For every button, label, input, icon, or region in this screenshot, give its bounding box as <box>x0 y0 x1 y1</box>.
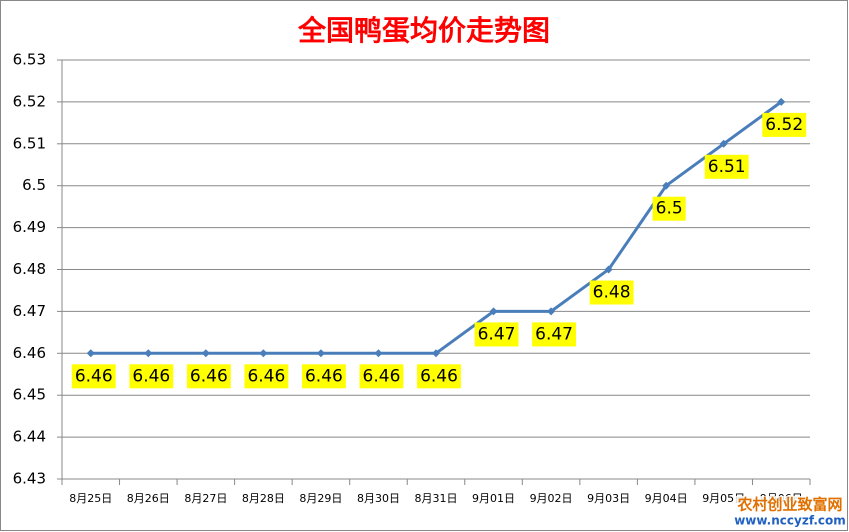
y-tick-label: 6.48 <box>13 260 46 278</box>
data-label-bg <box>704 154 749 179</box>
data-label-bg <box>474 322 519 347</box>
data-label: 6.46 <box>75 366 113 386</box>
data-label: 6.46 <box>190 366 228 386</box>
point-marker <box>432 349 440 358</box>
y-tick-label: 6.46 <box>13 344 46 362</box>
watermark-url: www.nccyzf.com <box>734 514 846 528</box>
data-label-bg <box>532 322 577 347</box>
x-tick-label: 8月27日 <box>184 492 227 505</box>
point-marker <box>719 139 728 148</box>
x-tick-label: 9月02日 <box>530 492 573 505</box>
y-tick-label: 6.52 <box>13 92 46 110</box>
point-marker <box>316 349 325 358</box>
y-tick-label: 6.5 <box>22 176 46 194</box>
data-label: 6.46 <box>305 366 343 386</box>
data-label-bg <box>129 364 174 389</box>
data-label: 6.52 <box>765 115 803 135</box>
y-tick-label: 6.51 <box>13 134 46 152</box>
x-tick-label: 8月26日 <box>127 492 170 505</box>
data-label: 6.47 <box>535 324 573 344</box>
y-tick-label: 6.47 <box>13 302 46 320</box>
y-tick-label: 6.53 <box>13 51 46 69</box>
x-tick-label: 8月31日 <box>415 492 458 505</box>
point-marker <box>201 349 210 358</box>
x-tick-label: 8月25日 <box>69 492 112 505</box>
x-tick-label: 9月03日 <box>587 492 630 505</box>
data-label-bg <box>652 196 686 221</box>
y-tick-label: 6.44 <box>13 428 46 446</box>
x-tick-label: 8月29日 <box>299 492 342 505</box>
watermark-name: 农村创业致富网 <box>736 496 842 514</box>
data-label-bg <box>244 364 289 389</box>
point-marker <box>374 349 383 358</box>
data-label: 6.48 <box>593 283 631 303</box>
x-tick-label: 8月30日 <box>357 492 400 505</box>
chart-title: 全国鸭蛋均价走势图 <box>297 14 550 47</box>
data-label-bg <box>186 364 231 389</box>
y-tick-label: 6.45 <box>13 386 46 404</box>
data-label: 6.46 <box>363 366 401 386</box>
data-label: 6.46 <box>420 366 458 386</box>
data-label: 6.5 <box>656 199 683 219</box>
point-marker <box>547 307 556 316</box>
data-label-bg <box>417 364 461 389</box>
x-tick-label: 9月04日 <box>645 492 688 505</box>
point-marker <box>604 265 613 274</box>
watermark-bg <box>734 496 846 529</box>
point-marker <box>662 181 671 190</box>
data-label-bg <box>589 280 634 305</box>
x-tick-label: 8月28日 <box>242 492 285 505</box>
data-label-bg <box>762 112 807 137</box>
data-label: 6.51 <box>708 157 746 177</box>
y-tick-label: 6.49 <box>13 218 46 236</box>
data-label-bg <box>359 364 404 389</box>
data-label-bg <box>301 364 346 389</box>
point-marker <box>489 307 498 316</box>
point-marker <box>86 349 95 358</box>
data-label: 6.47 <box>478 324 516 344</box>
data-label: 6.46 <box>132 366 170 386</box>
y-tick-label: 6.43 <box>13 470 46 488</box>
point-marker <box>144 349 153 358</box>
data-label-bg <box>71 364 116 389</box>
data-label: 6.46 <box>247 366 285 386</box>
point-marker <box>259 349 268 358</box>
point-marker <box>777 97 786 106</box>
x-tick-label: 9月01日 <box>472 492 515 505</box>
